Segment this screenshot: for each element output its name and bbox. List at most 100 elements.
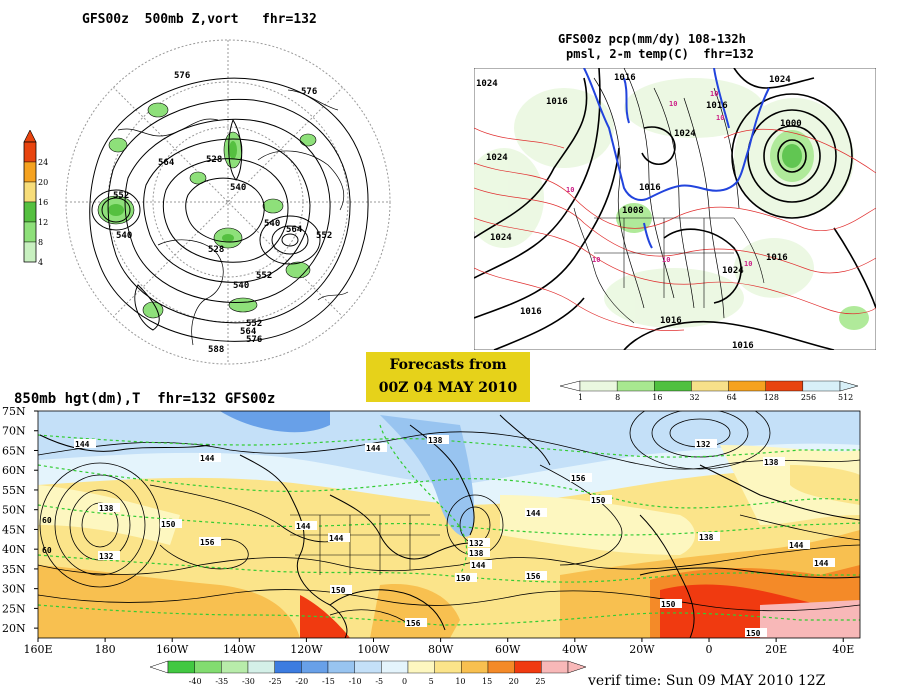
h850-colorbar: -40 -35 -30 -25 -20 -15 -10 -5 0 5 10 15 20 25	[149, 660, 587, 686]
precip-colorbar-swatch	[728, 380, 766, 392]
h850-colorbar-swatch	[274, 660, 302, 674]
h850-lon-label: 100W	[357, 643, 390, 656]
h850-contour-label: 132	[696, 440, 711, 449]
h850-contour-label: 144	[200, 454, 215, 463]
h850-colorbar-swatch	[194, 660, 222, 674]
h850-lon-label: 60W	[495, 643, 521, 656]
h850-lat-label: 55N	[2, 484, 26, 497]
h850-colorbar-swatch	[514, 660, 542, 674]
precip-contour-label: 1016	[766, 253, 788, 263]
h850-contour-label: 138	[99, 504, 114, 513]
precip-temp-label: 10	[710, 90, 718, 98]
precip-colorbar-arrow-right	[839, 380, 859, 392]
h850-contour-label: 144	[296, 522, 311, 531]
precip-contour-label: 1024	[674, 129, 696, 139]
vort-contour-label: 552	[316, 231, 332, 241]
h850-lon-label: 20E	[765, 643, 787, 656]
h850-colorbar-label: 20	[509, 677, 519, 686]
precip-colorbar-swatch	[654, 380, 692, 392]
precip-colorbar-label: 64	[727, 393, 737, 402]
precip-temp-label: 10	[744, 260, 752, 268]
h850-colorbar-label: -20	[295, 677, 308, 686]
precip-colorbar-swatch	[616, 380, 655, 392]
precip-contour-label: 1024	[476, 79, 498, 89]
h850-lon-label: 140W	[223, 643, 256, 656]
vort-contour-label: 588	[208, 345, 224, 355]
h850-lat-label: 70N	[2, 425, 26, 438]
h850-lat-label: 60N	[2, 464, 26, 477]
precip-colorbar-swatch	[802, 380, 841, 392]
vort-colorbar-swatch	[23, 161, 37, 183]
h850-lon-label: 40W	[562, 643, 588, 656]
precip-colorbar-arrow-left	[560, 380, 581, 392]
h850-contour-label: 144	[526, 509, 541, 518]
precip-temp-label: 10	[592, 256, 600, 264]
vort-contour-label: 552	[113, 191, 129, 201]
precip-contour-label: 1024	[486, 153, 508, 163]
vort-contour-label: 528	[206, 155, 222, 165]
vort-colorbar-swatch	[23, 201, 37, 223]
h850-contour-label: 144	[75, 440, 90, 449]
vort-colorbar-label: 8	[38, 238, 43, 247]
h850-title: 850mb hgt(dm),T fhr=132 GFS00z	[14, 391, 276, 407]
vort-colorbar-swatch	[23, 181, 37, 203]
vort-contour-label: 540	[230, 183, 246, 193]
h850-lon-label: 0	[706, 643, 713, 656]
h850-colorbar-label: 10	[455, 677, 465, 686]
precip-colorbar-label: 256	[801, 393, 816, 402]
precip-colorbar-swatch	[765, 380, 804, 392]
h850-colorbar-label: -25	[269, 677, 282, 686]
h850-colorbar-swatch	[247, 660, 275, 674]
precip-contour-label: 1016	[660, 316, 682, 326]
vort-panel-title: GFS00z 500mb Z,vort fhr=132	[82, 12, 317, 27]
precip-colorbar-label: 16	[652, 393, 662, 402]
h850-colorbar-swatch	[434, 660, 462, 674]
vort-contour-label: 576	[301, 87, 317, 97]
precip-temp-label: 10	[669, 100, 677, 108]
h850-colorbar-label: -30	[242, 677, 255, 686]
h850-colorbar-swatch	[407, 660, 435, 674]
h850-contour-label: 138	[699, 533, 714, 542]
precip-contour-label: 1016	[520, 307, 542, 317]
h850-lat-label: 25N	[2, 602, 26, 615]
precip-colorbar-label: 1	[578, 393, 583, 402]
precip-colorbar-label: 128	[764, 393, 779, 402]
vort-contour-label: 564	[240, 327, 257, 337]
h850-colorbar-swatch	[327, 660, 355, 674]
h850-contour-label: 138	[764, 458, 779, 467]
h850-contour-label: 138	[428, 436, 443, 445]
forecast-banner-line2: 00Z 04 MAY 2010	[378, 380, 518, 396]
vort-colorbar-swatch	[23, 241, 37, 263]
precip-contour-label: 1024	[769, 75, 791, 85]
forecast-banner: Forecasts from 00Z 04 MAY 2010	[366, 352, 530, 402]
forecast-banner-line1: Forecasts from	[389, 357, 507, 373]
h850-colorbar-swatch	[221, 660, 249, 674]
h850-lon-label: 120W	[290, 643, 323, 656]
precip-contour-label: 1016	[706, 101, 728, 111]
h850-contour-label: 132	[99, 552, 114, 561]
h850-lat-label: 50N	[2, 504, 26, 517]
h850-contour-label: 150	[456, 574, 471, 583]
h850-contour-label: 144	[471, 561, 486, 570]
h850-colorbar-label: -15	[322, 677, 335, 686]
vort-colorbar-label: 24	[38, 158, 48, 167]
vort-colorbar-swatch	[23, 141, 37, 163]
h850-colorbar-swatch	[487, 660, 515, 674]
h850-colorbar-label: 5	[429, 677, 434, 686]
vort-colorbar-swatch	[23, 221, 37, 243]
h850-colorbar-swatch	[301, 660, 329, 674]
vort-contour-label: 552	[246, 319, 262, 329]
h850-lat-label: 30N	[2, 583, 26, 596]
precip-temp-label: 10	[716, 114, 724, 122]
h850-contour-label: 150	[746, 629, 761, 638]
precip-contour-label: 1024	[490, 233, 512, 243]
precip-contour-label: 1016	[639, 183, 661, 193]
precip-colorbar-label: 32	[689, 393, 699, 402]
h850-contour-label: 60	[42, 516, 52, 525]
precip-colorbar-label: 8	[615, 393, 620, 402]
h850-colorbar-swatch	[461, 660, 489, 674]
vort-contour-label: 564	[286, 225, 303, 235]
h850-colorbar-swatch	[167, 660, 195, 674]
vort-contour-label: 552	[256, 271, 272, 281]
vort-contour-label: 564	[158, 158, 175, 168]
